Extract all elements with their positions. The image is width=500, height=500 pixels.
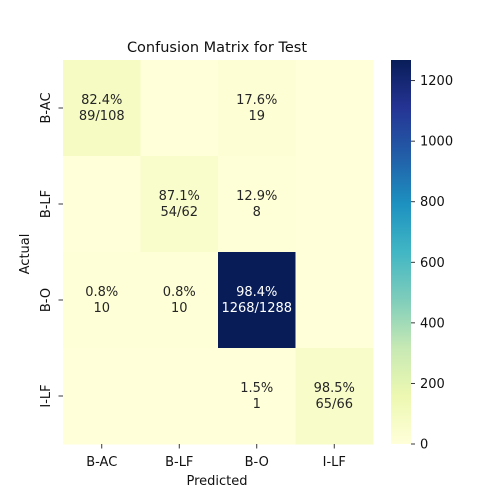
x-tick-label: B-AC (86, 455, 117, 470)
cell-count-label: 89/108 (79, 109, 125, 124)
colorbar-ticks: 0 200 400 600 800 1000 1200 (411, 74, 453, 453)
colorbar-tick-label: 0 (420, 438, 428, 453)
cell-percent-label: 17.6% (236, 93, 277, 108)
cell-percent-label: 87.1% (159, 189, 200, 204)
y-axis-label: Actual (18, 234, 33, 275)
heatmap-cell (218, 348, 296, 445)
cell-percent-label: 0.8% (85, 285, 118, 300)
heatmap-cell (63, 252, 141, 349)
y-axis-ticks: B-AC B-LF B-O I-LF (39, 92, 63, 408)
y-tick-label: B-AC (39, 92, 54, 123)
x-tick-label: B-LF (165, 455, 193, 470)
cell-count-label: 54/62 (161, 205, 198, 220)
y-tick-label: B-LF (39, 190, 54, 218)
chart-title: Confusion Matrix for Test (127, 40, 307, 56)
cell-percent-label: 98.4% (236, 285, 277, 300)
cell-count-label: 10 (93, 301, 110, 316)
colorbar-tick-label: 400 (420, 316, 445, 331)
heatmap-cell (295, 252, 374, 349)
cell-count-label: 10 (171, 301, 188, 316)
heatmap-cell (295, 60, 374, 157)
heatmap-cell (63, 348, 141, 445)
x-tick-label: I-LF (323, 455, 346, 470)
cell-count-label: 65/66 (316, 397, 353, 412)
cell-count-label: 1 (253, 397, 261, 412)
colorbar-tick-label: 200 (420, 377, 445, 392)
cell-count-label: 8 (253, 205, 261, 220)
cell-count-label: 19 (248, 109, 265, 124)
y-tick-label: I-LF (39, 384, 54, 407)
heatmap-cell (218, 252, 296, 349)
x-axis-label: Predicted (186, 474, 247, 489)
heatmap-cell (140, 348, 219, 445)
cell-percent-label: 1.5% (240, 381, 273, 396)
cell-percent-label: 0.8% (163, 285, 196, 300)
x-tick-label: B-O (245, 455, 269, 470)
heatmap-cell (140, 156, 219, 253)
heatmap-cell (295, 156, 374, 253)
y-tick-label: B-O (39, 288, 54, 312)
colorbar-tick-label: 1000 (420, 135, 453, 150)
heatmap-cell (295, 348, 374, 445)
heatmap-cells: 82.4%89/10817.6%1987.1%54/6212.9%80.8%10… (63, 60, 374, 445)
colorbar-tick-label: 1200 (420, 74, 453, 89)
heatmap-cell (218, 60, 296, 157)
cell-percent-label: 98.5% (314, 381, 355, 396)
cell-percent-label: 82.4% (81, 93, 122, 108)
colorbar-tick-label: 800 (420, 195, 445, 210)
colorbar-tick-label: 600 (420, 256, 445, 271)
heatmap-cell (63, 60, 141, 157)
x-axis-ticks: B-AC B-LF B-O I-LF (86, 444, 346, 470)
cell-percent-label: 12.9% (236, 189, 277, 204)
heatmap-cell (218, 156, 296, 253)
heatmap-cell (140, 60, 219, 157)
colorbar (391, 60, 411, 444)
heatmap-cell (140, 252, 219, 349)
heatmap-cell (63, 156, 141, 253)
cell-count-label: 1268/1288 (221, 301, 292, 316)
